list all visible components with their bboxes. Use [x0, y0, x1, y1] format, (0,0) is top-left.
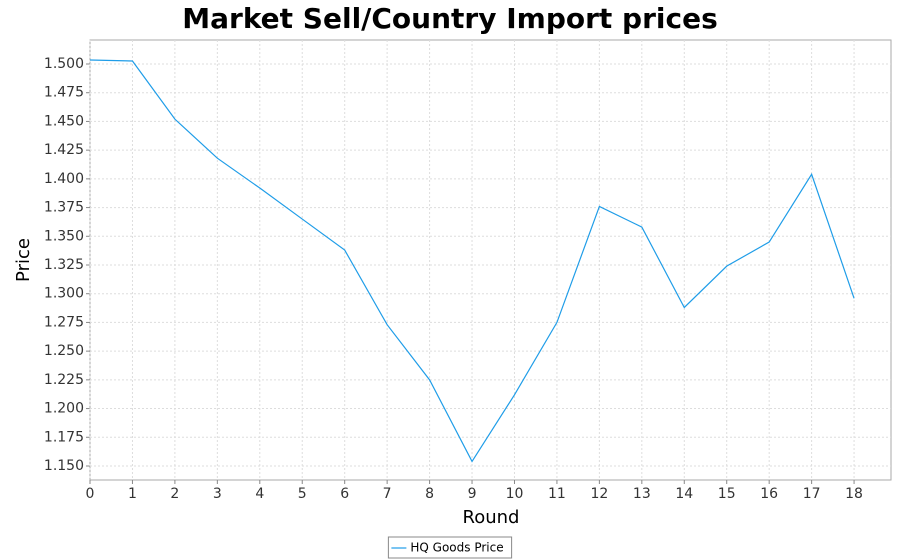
- x-tick-label: 15: [718, 486, 736, 502]
- x-tick-label: 5: [298, 486, 307, 502]
- line-series: [89, 59, 855, 463]
- y-tick-label: 1.175: [44, 429, 84, 445]
- x-tick-label: 14: [675, 486, 693, 502]
- y-tick-label: 1.325: [44, 257, 84, 273]
- y-tick-label: 1.275: [44, 314, 84, 330]
- x-tick-label: 12: [590, 486, 608, 502]
- y-tick-label: 1.450: [44, 113, 84, 129]
- y-tick-label: 1.350: [44, 228, 84, 244]
- y-tick-label: 1.425: [44, 142, 84, 158]
- x-tick-label: 17: [803, 486, 821, 502]
- plot-area: [89, 39, 892, 481]
- x-tick-label: 16: [760, 486, 778, 502]
- y-tick-label: 1.500: [44, 56, 84, 72]
- x-tick-label: 7: [383, 486, 392, 502]
- x-tick-label: 2: [170, 486, 179, 502]
- x-tick-label: 11: [548, 486, 566, 502]
- chart-title: Market Sell/Country Import prices: [182, 2, 718, 35]
- y-tick-label: 1.250: [44, 343, 84, 359]
- y-tick-label: 1.200: [44, 401, 84, 417]
- y-tick-label: 1.475: [44, 85, 84, 101]
- x-tick-label: 18: [845, 486, 863, 502]
- x-tick-label: 6: [340, 486, 349, 502]
- y-tick-label: 1.400: [44, 171, 84, 187]
- legend-label: HQ Goods Price: [410, 541, 503, 555]
- y-tick-label: 1.150: [44, 458, 84, 474]
- legend: HQ Goods Price: [387, 536, 513, 559]
- y-tick-label: 1.375: [44, 200, 84, 216]
- y-tick-label: 1.300: [44, 286, 84, 302]
- y-tick-label: 1.225: [44, 372, 84, 388]
- x-tick-label: 9: [468, 486, 477, 502]
- x-tick-label: 0: [86, 486, 95, 502]
- x-tick-label: 13: [633, 486, 651, 502]
- x-axis-label: Round: [463, 507, 520, 528]
- x-tick-label: 10: [506, 486, 524, 502]
- y-axis-label: Price: [13, 238, 34, 282]
- legend-box: [387, 536, 513, 559]
- x-tick-label: 8: [425, 486, 434, 502]
- x-tick-label: 4: [255, 486, 264, 502]
- x-tick-label: 1: [128, 486, 137, 502]
- x-tick-label: 3: [213, 486, 222, 502]
